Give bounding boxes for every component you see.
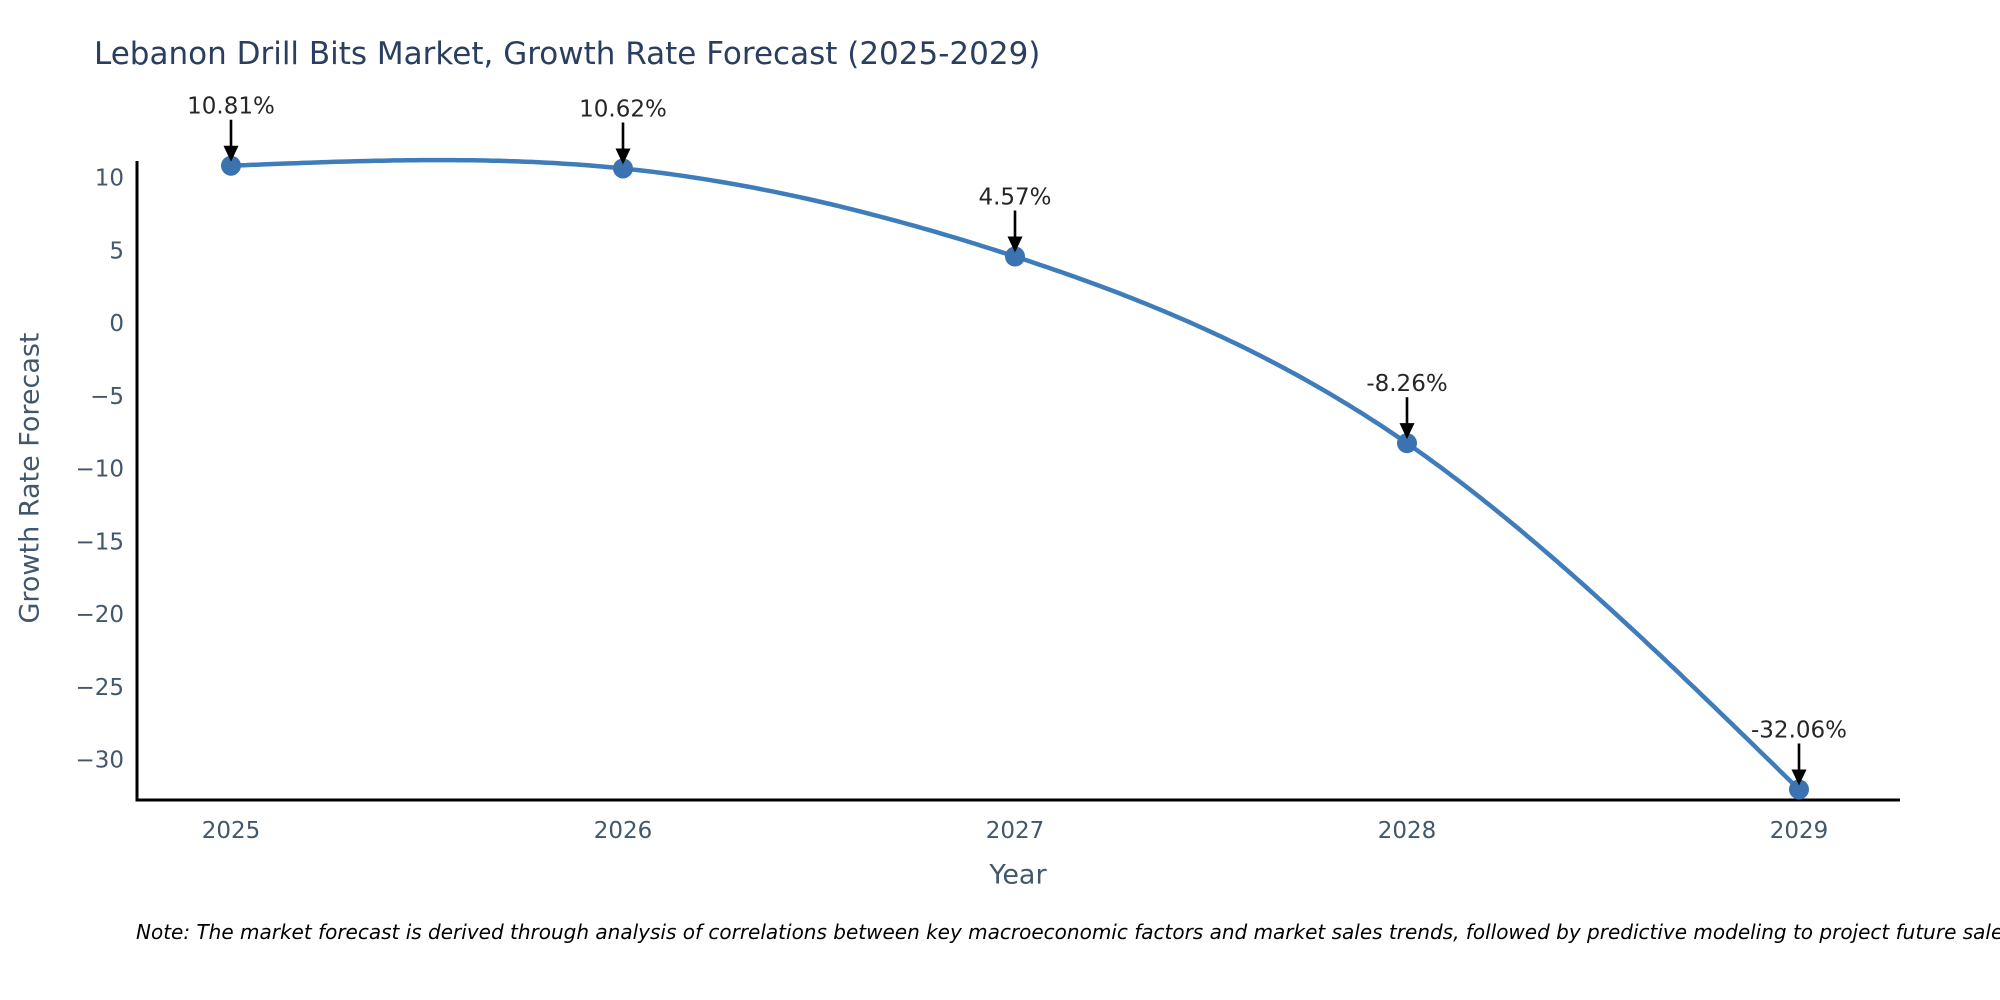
y-tick-label: −5 <box>90 384 124 410</box>
y-tick-label: 5 <box>109 238 124 264</box>
x-tick-label: 2026 <box>594 818 653 844</box>
annotation-arrow-head <box>615 148 631 165</box>
y-tick-label: −10 <box>75 457 124 483</box>
y-tick-label: 10 <box>95 166 124 192</box>
annotation-label: 10.81% <box>187 94 275 120</box>
annotation-label: -8.26% <box>1366 371 1447 397</box>
x-tick-label: 2025 <box>202 818 261 844</box>
x-tick-label: 2028 <box>1378 818 1437 844</box>
annotation-arrow-head <box>1791 769 1807 786</box>
data-point-marker <box>1789 779 1809 800</box>
data-point-marker <box>221 155 241 176</box>
footnote: Note: The market forecast is derived thr… <box>136 920 2000 944</box>
y-tick-label: 0 <box>109 311 124 337</box>
y-tick-label: −20 <box>75 602 124 628</box>
y-tick-label: −25 <box>75 675 124 701</box>
annotation-label: 4.57% <box>978 185 1051 211</box>
annotation-label: -32.06% <box>1751 717 1847 743</box>
y-tick-label: −15 <box>75 529 124 555</box>
data-point-marker <box>613 158 633 179</box>
x-axis-title: Year <box>989 859 1047 891</box>
y-tick-label: −30 <box>75 748 124 774</box>
data-point-marker <box>1005 246 1025 267</box>
annotation-label: 10.62% <box>579 96 667 122</box>
y-axis-title: Growth Rate Forecast <box>14 332 46 624</box>
annotation-arrow-head <box>1399 423 1415 440</box>
x-tick-label: 2027 <box>986 818 1045 844</box>
annotation-arrow-head <box>1007 236 1023 253</box>
annotation-arrow-head <box>223 145 239 162</box>
x-tick-label: 2029 <box>1770 818 1829 844</box>
chart-title: Lebanon Drill Bits Market, Growth Rate F… <box>94 36 1041 72</box>
data-point-marker <box>1397 433 1417 454</box>
